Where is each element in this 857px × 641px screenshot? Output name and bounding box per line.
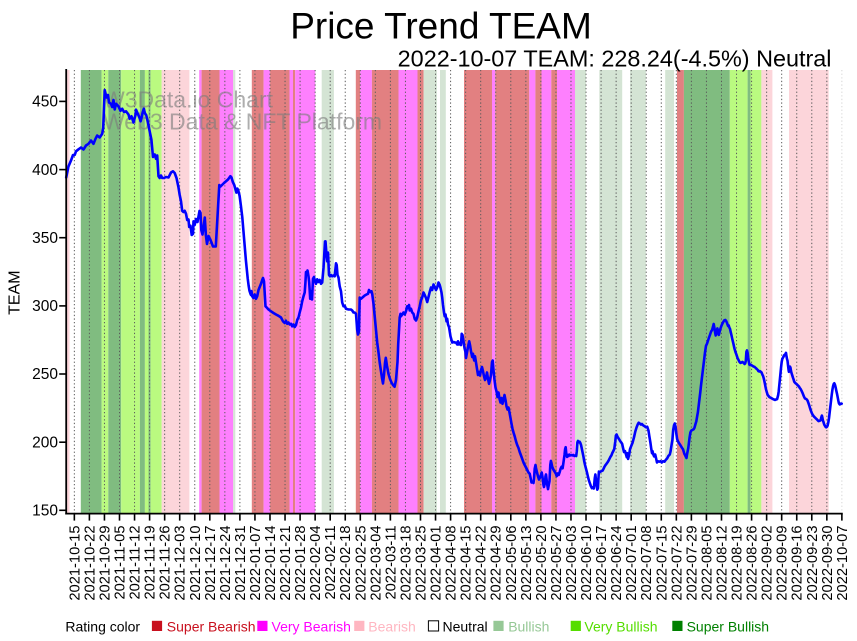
svg-text:2022-09-23: 2022-09-23: [805, 526, 821, 601]
svg-text:150: 150: [32, 503, 58, 520]
svg-text:2022-04-01: 2022-04-01: [429, 526, 445, 601]
svg-text:2022-02-11: 2022-02-11: [323, 526, 339, 600]
svg-text:Bearish: Bearish: [368, 618, 415, 634]
svg-text:2021-11-12: 2021-11-12: [128, 526, 144, 600]
svg-text:2022-05-20: 2022-05-20: [534, 526, 550, 601]
svg-text:Neutral: Neutral: [443, 618, 488, 634]
svg-text:2022-03-18: 2022-03-18: [398, 526, 414, 601]
svg-text:2022-06-10: 2022-06-10: [579, 526, 595, 601]
svg-text:2022-01-07: 2022-01-07: [248, 526, 264, 601]
svg-text:2022-05-13: 2022-05-13: [519, 526, 535, 601]
svg-text:Bullish: Bullish: [508, 618, 549, 634]
svg-text:2022-07-08: 2022-07-08: [639, 526, 655, 601]
svg-text:2022-06-24: 2022-06-24: [609, 526, 625, 601]
svg-text:W3Data.io Chart: W3Data.io Chart: [103, 87, 274, 113]
svg-text:2022-07-22: 2022-07-22: [669, 526, 685, 601]
svg-text:350: 350: [32, 230, 58, 247]
svg-text:Super Bearish: Super Bearish: [167, 618, 256, 634]
svg-text:2021-11-26: 2021-11-26: [158, 526, 174, 600]
svg-text:2022-04-15: 2022-04-15: [459, 526, 475, 601]
svg-text:2022-10-07 TEAM: 228.24(-4.5%): 2022-10-07 TEAM: 228.24(-4.5%) Neutral: [398, 46, 832, 72]
svg-text:2022-03-04: 2022-03-04: [368, 526, 384, 601]
svg-text:Rating color: Rating color: [65, 618, 140, 634]
svg-text:2021-12-03: 2021-12-03: [173, 526, 189, 601]
svg-text:2022-04-22: 2022-04-22: [474, 526, 490, 601]
svg-text:2022-10-07: 2022-10-07: [835, 526, 851, 601]
svg-text:Super Bullish: Super Bullish: [687, 618, 770, 634]
svg-text:2022-06-03: 2022-06-03: [564, 526, 580, 601]
svg-text:2022-07-15: 2022-07-15: [654, 526, 670, 601]
svg-text:200: 200: [32, 434, 58, 451]
svg-text:Very Bullish: Very Bullish: [584, 618, 657, 634]
svg-text:2021-11-05: 2021-11-05: [113, 526, 129, 600]
svg-text:Price Trend TEAM: Price Trend TEAM: [290, 6, 592, 47]
svg-text:450: 450: [32, 94, 58, 111]
svg-text:Very Bearish: Very Bearish: [272, 618, 351, 634]
svg-text:2021-11-19: 2021-11-19: [143, 526, 159, 600]
svg-text:2022-01-21: 2022-01-21: [278, 526, 294, 601]
svg-text:2022-04-29: 2022-04-29: [489, 526, 505, 601]
svg-text:2022-08-12: 2022-08-12: [714, 526, 730, 601]
svg-text:2021-10-29: 2021-10-29: [97, 526, 113, 601]
svg-text:TEAM: TEAM: [7, 270, 24, 314]
svg-text:2022-09-09: 2022-09-09: [775, 526, 791, 601]
svg-text:2022-09-02: 2022-09-02: [760, 526, 776, 601]
svg-text:400: 400: [32, 162, 58, 179]
svg-text:2021-12-31: 2021-12-31: [233, 526, 249, 601]
svg-text:300: 300: [32, 298, 58, 315]
svg-text:2022-02-18: 2022-02-18: [338, 526, 354, 601]
svg-text:2022-09-30: 2022-09-30: [820, 526, 836, 601]
svg-text:2022-07-01: 2022-07-01: [624, 526, 640, 601]
svg-text:2021-10-15: 2021-10-15: [67, 526, 83, 601]
svg-text:2021-12-17: 2021-12-17: [203, 526, 219, 601]
svg-text:2022-07-29: 2022-07-29: [684, 526, 700, 601]
svg-text:2022-02-25: 2022-02-25: [353, 526, 369, 601]
svg-text:2022-09-16: 2022-09-16: [790, 526, 806, 601]
svg-text:2022-02-04: 2022-02-04: [308, 526, 324, 601]
svg-text:2022-05-06: 2022-05-06: [504, 526, 520, 601]
svg-text:2022-04-08: 2022-04-08: [444, 526, 460, 601]
svg-text:2022-05-27: 2022-05-27: [549, 526, 565, 601]
svg-text:2022-08-26: 2022-08-26: [745, 526, 761, 601]
svg-text:2022-03-25: 2022-03-25: [413, 526, 429, 601]
svg-text:2021-10-22: 2021-10-22: [82, 526, 98, 601]
svg-text:2022-03-11: 2022-03-11: [383, 526, 399, 600]
svg-text:2021-12-24: 2021-12-24: [218, 526, 234, 601]
svg-text:2021-12-10: 2021-12-10: [188, 526, 204, 601]
svg-text:2022-08-05: 2022-08-05: [699, 526, 715, 601]
svg-text:250: 250: [32, 366, 58, 383]
svg-text:2022-01-14: 2022-01-14: [263, 526, 279, 601]
svg-text:2022-06-17: 2022-06-17: [594, 526, 610, 601]
svg-text:2022-08-19: 2022-08-19: [730, 526, 746, 601]
svg-text:2022-01-28: 2022-01-28: [293, 526, 309, 601]
